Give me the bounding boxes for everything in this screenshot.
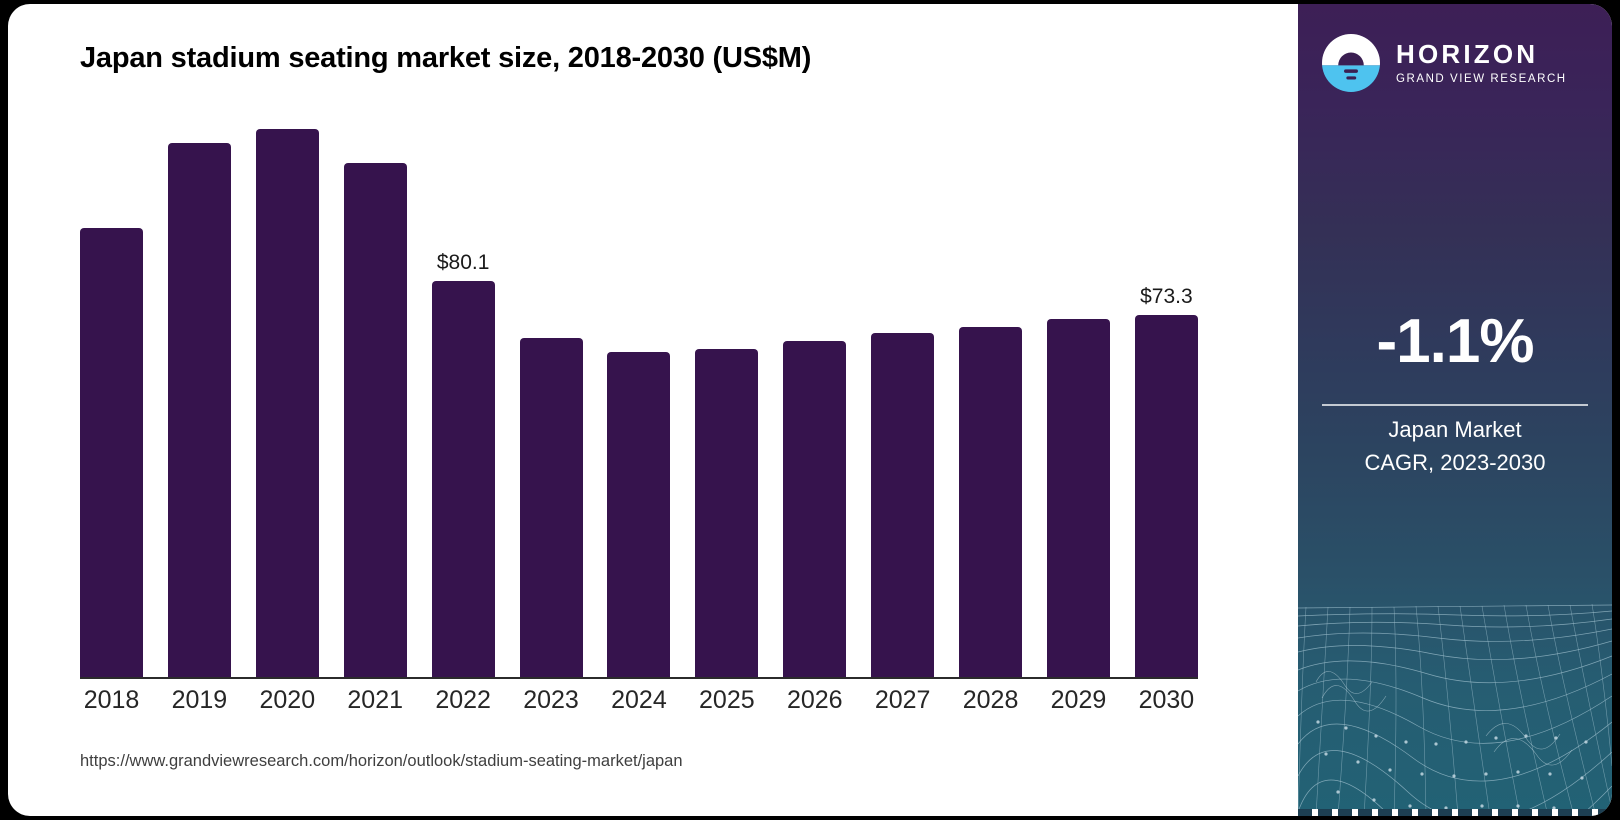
cagr-caption-line2: CAGR, 2023-2030 [1364,449,1546,475]
page-title: Japan stadium seating market size, 2018-… [80,42,812,74]
bar-slot [519,104,583,677]
x-tick-2021: 2021 [347,686,404,714]
cagr-value: -1.1% [1376,307,1535,376]
bar-2019[interactable] [167,143,231,677]
x-tick-2030: 2030 [1138,686,1195,714]
bar-slot [80,104,143,677]
bar-2030[interactable] [1134,314,1198,677]
chart-card: Japan stadium seating market size, 2018-… [8,4,1612,816]
horizon-sun-logo-icon [1322,34,1380,92]
wireframe-mesh-graphic [1298,603,1612,816]
x-tick-2018: 2018 [83,686,140,714]
logo-text-block: HORIZON GRAND VIEW RESEARCH [1396,39,1567,85]
x-axis-tick-labels: 2018 2019 2020 2021 2022 2023 2024 2025 2026 2027… [80,686,1198,715]
x-axis-line [80,677,1198,679]
logo-wordmark: HORIZON [1396,39,1539,70]
bar-slot [959,104,1023,677]
bar-2025[interactable] [695,349,759,677]
bar-2027[interactable] [871,333,935,677]
cagr-caption-line1: Japan Market [1388,417,1522,442]
bar-2018[interactable] [80,228,143,677]
bar-slot [783,104,847,677]
x-tick-2025: 2025 [699,686,755,714]
footer-dash-strip [1298,809,1612,816]
bar-2028[interactable] [959,327,1023,677]
bar-2023[interactable] [519,338,583,677]
cagr-caption: Japan Market CAGR, 2023-2030 [1298,414,1612,479]
bar-slot [343,104,407,677]
bar-slot: $80.1 [431,104,495,677]
bar-slot: $73.3 [1134,104,1198,677]
chart-panel: Japan stadium seating market size, 2018-… [8,4,1298,816]
bar-slot [255,104,319,677]
logo-subtitle: GRAND VIEW RESEARCH [1396,72,1567,85]
x-tick-2024: 2024 [611,686,667,714]
bar-slot [1046,104,1110,677]
bar-slot [695,104,759,677]
source-url[interactable]: https://www.grandviewresearch.com/horizo… [80,752,683,770]
bar-2029[interactable] [1046,319,1110,677]
x-tick-2029: 2029 [1050,686,1107,714]
bar-slot [167,104,231,677]
bar-2024[interactable] [607,351,671,677]
x-tick-2020: 2020 [259,686,316,714]
x-tick-2026: 2026 [786,686,843,714]
bar-slot [871,104,935,677]
bar-chart-plot-area: $80.1 $73.3 [80,104,1198,679]
bar-2020[interactable] [255,129,319,677]
x-tick-2019: 2019 [171,686,228,714]
divider [1322,404,1588,406]
x-tick-2027: 2027 [874,686,931,714]
x-tick-2023: 2023 [523,686,579,714]
bar-2022[interactable] [431,281,495,677]
bar-value-label: $80.1 [436,251,490,275]
bar-slot [607,104,671,677]
x-tick-2022: 2022 [435,686,491,714]
horizon-logo[interactable]: HORIZON GRAND VIEW RESEARCH [1322,34,1567,92]
x-tick-2028: 2028 [962,686,1019,714]
brand-sidebar: HORIZON GRAND VIEW RESEARCH -1.1% Japan … [1298,4,1612,816]
bar-series: $80.1 $73.3 [80,104,1198,677]
bar-2021[interactable] [343,162,407,677]
bar-2026[interactable] [783,341,847,677]
bar-value-label: $73.3 [1140,284,1193,308]
